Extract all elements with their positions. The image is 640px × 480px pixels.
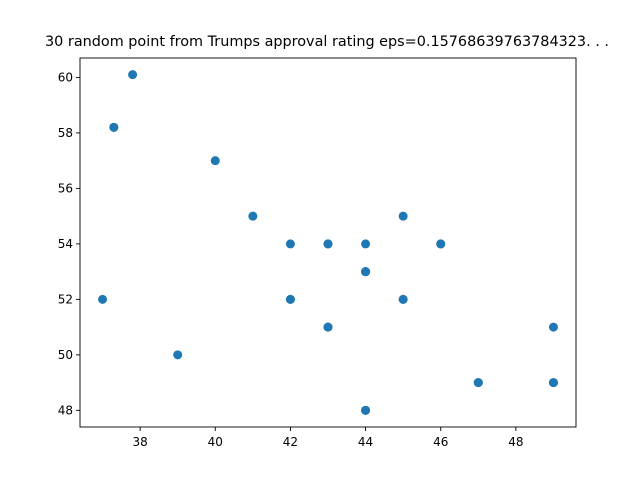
x-tick-label: 38	[132, 435, 147, 449]
data-point-27	[548, 378, 558, 388]
data-point-15	[98, 294, 108, 304]
data-point-0	[128, 70, 138, 80]
data-point-21	[323, 322, 333, 332]
y-tick-label: 56	[58, 181, 73, 195]
x-tick-label: 44	[358, 435, 373, 449]
x-tick-label: 48	[508, 435, 523, 449]
x-tick-label: 40	[208, 435, 223, 449]
data-point-11	[436, 239, 446, 249]
y-tick-label: 54	[58, 237, 73, 251]
x-tick-label: 46	[433, 435, 448, 449]
data-point-9	[361, 239, 371, 249]
data-point-23	[173, 350, 183, 360]
points-layer	[98, 70, 558, 415]
x-axis: 38 40 42 44 46 48	[132, 427, 524, 449]
y-tick-label: 52	[58, 292, 73, 306]
y-axis: 48 50 52 54 56 58 60	[58, 70, 80, 417]
x-tick-label: 42	[283, 435, 298, 449]
data-point-6	[285, 239, 295, 249]
data-point-25	[473, 378, 483, 388]
y-tick-label: 50	[58, 348, 73, 362]
data-point-29	[361, 405, 371, 415]
data-point-2	[109, 122, 119, 132]
data-point-22	[548, 322, 558, 332]
data-point-8	[323, 239, 333, 249]
axes-frame	[79, 57, 577, 428]
y-tick-label: 48	[58, 403, 73, 417]
data-point-17	[285, 294, 295, 304]
data-point-5	[398, 211, 408, 221]
y-tick-label: 58	[58, 126, 73, 140]
chart-title: 30 random point from Trumps approval rat…	[45, 34, 609, 50]
data-point-19	[398, 294, 408, 304]
data-point-14	[361, 267, 371, 277]
data-point-4	[248, 211, 258, 221]
y-tick-label: 60	[58, 70, 73, 84]
data-point-3	[210, 156, 220, 166]
